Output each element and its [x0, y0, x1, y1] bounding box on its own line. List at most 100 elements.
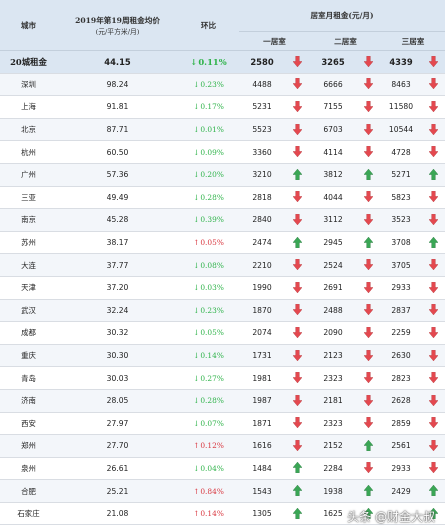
red-down-arrow-icon	[363, 55, 374, 68]
room2-rent-cell: 2945	[310, 231, 356, 255]
change-value: 0.12%	[200, 441, 224, 451]
room2-rent-cell: 6703	[310, 118, 356, 142]
change-cell: ↓0.05%	[178, 321, 239, 345]
table-row: 西安 27.97 ↓0.07% 1871 2323 2859	[0, 412, 445, 436]
red-down-arrow-icon	[428, 55, 438, 68]
room2-rent-cell: 2123	[310, 344, 356, 368]
change-cell: ↓0.23%	[178, 73, 239, 97]
header-avg-unit: (元/平方米/月)	[95, 27, 140, 36]
change-cell: ↓0.28%	[178, 186, 239, 210]
red-down-arrow-icon	[363, 78, 374, 90]
table-row: 泉州 26.61 ↓0.04% 1484 2284 2933	[0, 457, 445, 481]
change-cell: ↓0.20%	[178, 163, 239, 187]
room3-rent-cell: 2837	[381, 299, 421, 323]
city-cell: 郑州	[0, 434, 57, 458]
avg-rent-cell: 30.32	[57, 321, 178, 345]
room2-rent-cell: 2152	[310, 434, 356, 458]
room2-trend-cell	[356, 502, 381, 526]
room3-rent-cell: 3705	[381, 253, 421, 277]
red-down-arrow-icon	[428, 123, 438, 136]
change-cell: ↓0.14%	[178, 344, 239, 368]
red-down-arrow-icon	[363, 326, 374, 339]
red-down-arrow-icon	[428, 394, 438, 407]
city-cell: 合肥	[0, 479, 57, 503]
up-arrow-icon: ↑	[193, 238, 200, 248]
room1-trend-cell	[285, 389, 310, 413]
room2-rent-cell: 6666	[310, 73, 356, 97]
room1-rent-cell: 2474	[239, 231, 285, 255]
room2-trend-cell	[356, 479, 381, 503]
change-value: 0.11%	[198, 56, 227, 67]
room3-trend-cell	[421, 502, 445, 526]
table-row: 上海 91.81 ↓0.17% 5231 7155 11580	[0, 95, 445, 119]
change-cell: ↓0.09%	[178, 140, 239, 164]
red-down-arrow-icon	[292, 371, 303, 384]
table-row: 南京 45.28 ↓0.39% 2840 3112 3523	[0, 208, 445, 232]
green-up-arrow-icon	[363, 507, 374, 520]
down-arrow-icon: ↓	[193, 351, 200, 361]
table-row: 青岛 30.03 ↓0.27% 1981 2323 2823	[0, 366, 445, 390]
room3-trend-cell	[421, 389, 445, 413]
room3-rent-cell: 2561	[381, 434, 421, 458]
room2-trend-cell	[356, 186, 381, 210]
red-down-arrow-icon	[292, 326, 303, 339]
room2-trend-cell	[356, 434, 381, 458]
room3-rent-cell: 8463	[381, 73, 421, 97]
red-down-arrow-icon	[363, 259, 374, 271]
room1-rent-cell: 1871	[239, 412, 285, 436]
room2-trend-cell	[356, 344, 381, 368]
header-change: 环比	[178, 0, 239, 51]
change-value: 0.23%	[200, 305, 224, 315]
room2-trend-cell	[356, 73, 381, 97]
room2-trend-cell	[356, 389, 381, 413]
red-down-arrow-icon	[292, 281, 303, 294]
red-down-arrow-icon	[428, 326, 438, 339]
room2-trend-cell	[356, 299, 381, 323]
change-cell: ↑0.12%	[178, 434, 239, 458]
red-down-arrow-icon	[428, 439, 438, 452]
room3-trend-cell	[421, 253, 445, 277]
change-value: 0.20%	[200, 170, 224, 180]
red-down-arrow-icon	[292, 394, 303, 407]
change-cell: ↓0.17%	[178, 95, 239, 119]
red-down-arrow-icon	[428, 371, 438, 384]
room1-rent-cell: 4488	[239, 73, 285, 97]
red-down-arrow-icon	[363, 417, 374, 429]
room1-trend-cell	[285, 95, 310, 119]
city-cell: 杭州	[0, 140, 57, 164]
down-arrow-icon: ↓	[193, 125, 200, 135]
room3-rent-cell: 2429	[381, 479, 421, 503]
room2-trend-cell	[356, 412, 381, 436]
red-down-arrow-icon	[363, 123, 374, 136]
table-row: 郑州 27.70 ↑0.12% 1616 2152 2561	[0, 434, 445, 458]
change-value: 0.05%	[200, 328, 224, 338]
city-cell: 天津	[0, 276, 57, 300]
avg-rent-cell: 21.08	[57, 502, 178, 526]
room3-trend-cell	[421, 321, 445, 345]
room2-trend-cell	[356, 321, 381, 345]
down-arrow-icon: ↓	[193, 373, 200, 383]
room2-trend-cell	[356, 231, 381, 255]
room2-rent-cell: 3112	[310, 208, 356, 232]
header-avg-rent: 2019年第19周租金均价 (元/平方米/月)	[57, 0, 178, 51]
room2-rent-cell: 1625	[310, 502, 356, 526]
red-down-arrow-icon	[428, 304, 438, 316]
room2-rent-cell: 7155	[310, 95, 356, 119]
room1-rent-cell: 1870	[239, 299, 285, 323]
room2-trend-cell	[356, 457, 381, 481]
down-arrow-icon: ↓	[193, 418, 200, 428]
room1-rent-cell: 1543	[239, 479, 285, 503]
down-arrow-icon: ↓	[193, 328, 200, 338]
avg-rent-cell: 45.28	[57, 208, 178, 232]
room1-rent-cell: 1305	[239, 502, 285, 526]
room1-trend-cell	[285, 276, 310, 300]
red-down-arrow-icon	[363, 371, 374, 384]
room2-trend-cell	[356, 366, 381, 390]
room3-trend-cell	[421, 479, 445, 503]
down-arrow-icon: ↓	[193, 102, 200, 112]
room1-trend-cell	[285, 299, 310, 323]
room2-rent-cell: 4044	[310, 186, 356, 210]
room3-rent-cell	[381, 502, 421, 526]
room1-rent-cell: 1987	[239, 389, 285, 413]
room3-trend-cell	[421, 50, 445, 74]
